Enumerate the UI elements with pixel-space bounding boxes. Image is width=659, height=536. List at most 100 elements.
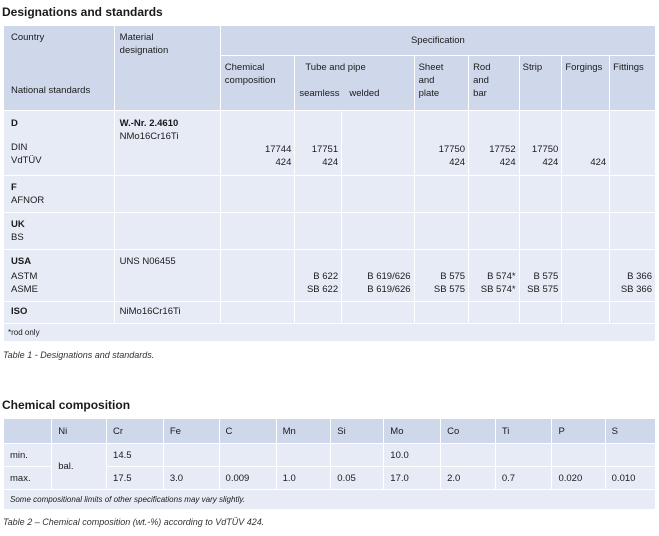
material-nmo: NMo16Cr16Ti: [119, 131, 179, 142]
strip-cell-d: 17750 424: [519, 111, 562, 175]
chem-cell-d: 17744 424: [220, 111, 295, 175]
table-row: ISO NiMo16Cr16Ti: [4, 302, 655, 323]
table-row: Ni Cr Fe C Mn Si Mo Co Ti P S: [4, 419, 655, 443]
material-cell-usa: UNS N06455: [114, 250, 220, 301]
country-uk: UK: [11, 219, 25, 230]
seamless-cell-d: 17751 424: [295, 111, 342, 175]
material-nimo: NiMo16Cr16Ti: [114, 302, 220, 323]
designations-title: Designations and standards: [2, 5, 163, 19]
max-p: 0.020: [552, 467, 605, 489]
max-ti: 0.7: [495, 467, 552, 489]
header-tube-and-pipe: Tube and pipe: [305, 62, 366, 74]
element-ti: Ti: [495, 419, 552, 443]
element-mo: Mo: [384, 419, 441, 443]
fittings-cell-d: [610, 111, 655, 175]
max-c: 0.009: [219, 467, 276, 489]
fittings-cell-usa: B 366 SB 366: [610, 250, 655, 301]
rod-cell-usa: B 574* SB 574*: [469, 250, 519, 301]
forgings-cell-d: 424: [562, 111, 610, 175]
header-rod-2: and: [473, 75, 489, 87]
header-country: Country: [11, 32, 45, 43]
rod-cell-d: 17752 424: [469, 111, 519, 175]
std-din: DIN: [11, 142, 28, 153]
header-welded: welded: [349, 88, 380, 100]
table2-caption: Table 2 – Chemical composition (wt.-%) a…: [3, 517, 265, 527]
country-f: F: [11, 182, 17, 193]
header-sheet-2: and: [418, 75, 435, 87]
chem-cell-usa: [220, 250, 295, 301]
max-s: 0.010: [605, 467, 655, 489]
header-forgings: Forgings: [562, 56, 610, 110]
forgings-cell-usa: [562, 250, 610, 301]
table1-note: *rod only: [4, 324, 655, 341]
table-row: USA ASTM ASME UNS N06455 B 622 SB 622 B 6…: [4, 250, 655, 301]
header-rod-3: bar: [473, 88, 487, 100]
welded-cell-d: [342, 111, 414, 175]
header-chemical-2: composition: [224, 75, 276, 87]
country-iso: ISO: [4, 302, 114, 323]
header-country-cell: Country National standards: [4, 26, 114, 110]
table-row: D DIN VdTÜV W.-Nr. 2.4610 NMo16Cr16Ti 17…: [4, 111, 655, 175]
header-material-2: designation: [119, 45, 169, 56]
header-rod-cell: Rod and bar: [469, 56, 519, 110]
header-fittings: Fittings: [610, 56, 655, 110]
max-mo: 17.0: [384, 467, 441, 489]
header-specification: Specification: [220, 26, 655, 56]
material-cell-d: W.-Nr. 2.4610 NMo16Cr16Ti: [114, 111, 220, 175]
header-strip: Strip: [519, 56, 562, 110]
country-cell-usa: USA ASTM ASME: [4, 250, 114, 301]
country-cell-uk: UK BS: [4, 213, 114, 249]
table-row: min. bal. 14.5 10.0: [4, 444, 655, 489]
header-material-1: Material: [119, 32, 154, 43]
row-label-min: min.: [4, 444, 52, 466]
country-cell-d: D DIN VdTÜV: [4, 111, 114, 175]
header-rod-1: Rod: [473, 62, 491, 74]
header-tube-cell: Tube and pipe seamless welded: [295, 56, 414, 110]
element-si: Si: [331, 419, 384, 443]
element-ni: Ni: [52, 419, 107, 443]
designations-table: Country National standards Material desi…: [3, 25, 656, 342]
max-cr: 17.5: [107, 467, 163, 489]
country-cell-f: F AFNOR: [4, 176, 114, 212]
element-c: C: [219, 419, 276, 443]
header-chemical-1: Chemical: [224, 62, 265, 74]
country-usa: USA: [11, 256, 32, 267]
material-wnr: W.-Nr. 2.4610: [119, 118, 179, 129]
header-sheet-cell: Sheet and plate: [414, 56, 469, 110]
header-seamless: seamless: [299, 88, 340, 100]
header-material-cell: Material designation: [114, 26, 220, 110]
element-s: S: [605, 419, 655, 443]
chemical-composition-title: Chemical composition: [2, 398, 131, 412]
material-uns: UNS N06455: [119, 256, 176, 267]
element-cr: Cr: [107, 419, 163, 443]
std-vdtuv: VdTÜV: [11, 155, 42, 166]
country-d: D: [11, 118, 18, 129]
header-national-standards: National standards: [11, 85, 91, 96]
std-asme: ASME: [11, 284, 38, 295]
min-cr: 14.5: [107, 444, 163, 466]
header-chemical-cell: Chemical composition: [220, 56, 295, 110]
std-astm: ASTM: [11, 271, 38, 282]
element-mn: Mn: [276, 419, 331, 443]
element-co: Co: [441, 419, 495, 443]
table-row: UK BS: [4, 213, 655, 249]
sheet-cell-d: 17750 424: [414, 111, 469, 175]
strip-cell-usa: B 575 SB 575: [519, 250, 562, 301]
std-bs: BS: [11, 232, 24, 243]
max-fe: 3.0: [163, 467, 219, 489]
std-afnor: AFNOR: [11, 195, 45, 206]
table2-note: Some compositional limits of other speci…: [4, 490, 655, 509]
element-fe: Fe: [163, 419, 219, 443]
header-sheet-1: Sheet: [418, 62, 444, 74]
seamless-cell-usa: B 622 SB 622: [295, 250, 342, 301]
table1-caption: Table 1 - Designations and standards.: [3, 350, 155, 360]
min-mo: 10.0: [384, 444, 441, 466]
row-label-max: max.: [4, 467, 52, 489]
element-p: P: [552, 419, 605, 443]
value-ni: bal.: [52, 444, 107, 489]
table-row: max. 17.5 3.0 0.009 1.0 0.05 17.0 2.0 0.…: [4, 467, 655, 489]
max-co: 2.0: [441, 467, 495, 489]
max-mn: 1.0: [276, 467, 331, 489]
max-si: 0.05: [331, 467, 384, 489]
table-row: F AFNOR: [4, 176, 655, 212]
